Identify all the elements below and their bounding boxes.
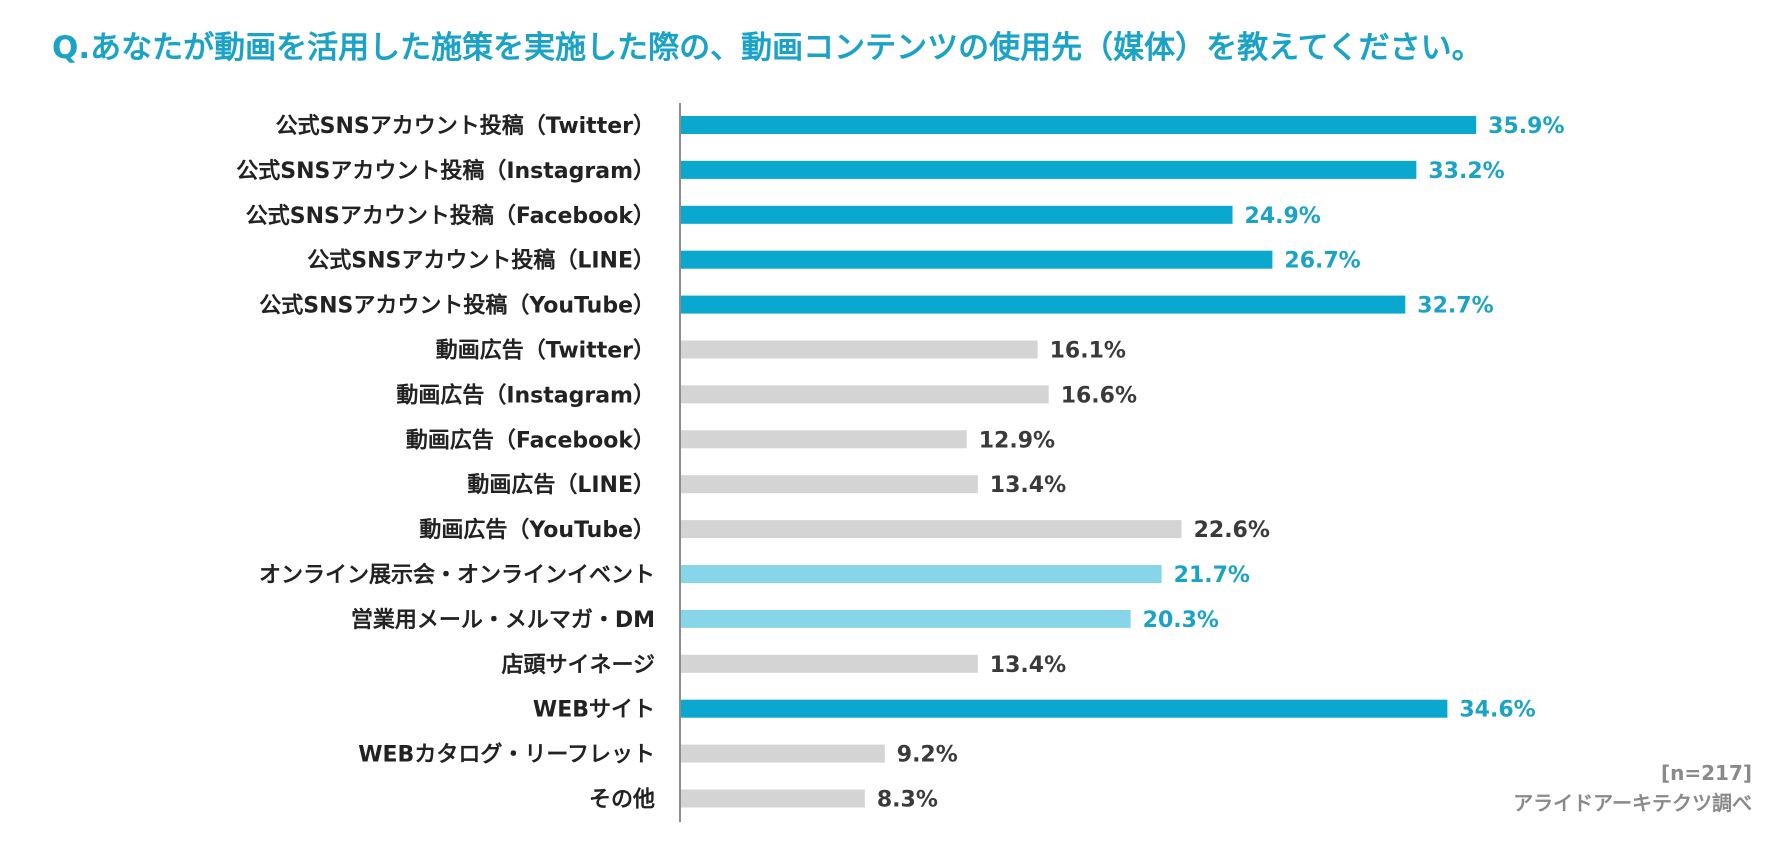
bar-group: 公式SNSアカウント投稿（Twitter） 35.9% 公式SNSアカウント投稿（I… [236, 113, 1564, 813]
bar [681, 116, 1477, 134]
category-label: 動画広告（LINE） [467, 472, 655, 498]
bar [681, 160, 1417, 179]
value-label: 8.3% [877, 788, 938, 813]
value-label: 16.1% [1050, 339, 1126, 364]
bar [681, 295, 1406, 314]
value-label: 35.9% [1488, 114, 1564, 139]
value-label: 20.3% [1143, 608, 1219, 633]
category-label: 公式SNSアカウント投稿（YouTube） [259, 293, 655, 319]
bar [681, 340, 1038, 359]
bar [681, 789, 865, 808]
chart-title: Q.あなたが動画を活用した施策を実施した際の、動画コンテンツの使用先（媒体）を教… [52, 30, 1483, 66]
value-label: 21.7% [1174, 563, 1250, 588]
bar [681, 205, 1233, 224]
value-label: 33.2% [1428, 159, 1504, 184]
value-label: 9.2% [897, 743, 958, 768]
source-note: アライドアーキテクツ調べ [1513, 791, 1752, 815]
bar [681, 609, 1131, 628]
category-label: 動画広告（Instagram） [396, 382, 655, 408]
category-label: 公式SNSアカウント投稿（Facebook） [246, 203, 655, 229]
bar [681, 744, 885, 763]
category-label: その他 [589, 788, 655, 813]
category-label: WEBサイト [533, 698, 655, 723]
category-label: 動画広告（YouTube） [419, 517, 655, 543]
bar [681, 385, 1049, 404]
bar [681, 520, 1182, 539]
footnote: [n=217] アライドアーキテクツ調べ [1513, 758, 1752, 818]
value-label: 13.4% [990, 473, 1066, 498]
category-label: 公式SNSアカウント投稿（Twitter） [276, 113, 655, 139]
category-label: 営業用メール・メルマガ・DM [351, 607, 655, 633]
category-label: 店頭サイネージ [501, 653, 655, 678]
value-label: 34.6% [1459, 698, 1535, 723]
value-label: 13.4% [990, 653, 1066, 678]
bar [681, 699, 1448, 718]
category-label: 動画広告（Twitter） [436, 338, 655, 364]
value-label: 16.6% [1061, 383, 1137, 408]
value-label: 24.9% [1245, 204, 1321, 229]
bar [681, 654, 978, 673]
category-label: 公式SNSアカウント投稿（LINE） [307, 248, 655, 274]
category-label: WEBカタログ・リーフレット [358, 742, 655, 768]
value-label: 26.7% [1284, 249, 1360, 274]
sample-size: [n=217] [1660, 761, 1752, 785]
bar [681, 565, 1162, 583]
value-label: 32.7% [1417, 294, 1493, 319]
category-label: 動画広告（Facebook） [406, 427, 655, 453]
value-label: 12.9% [979, 428, 1055, 453]
category-label: 公式SNSアカウント投稿（Instagram） [236, 158, 655, 184]
bar [681, 430, 967, 449]
category-label: オンライン展示会・オンラインイベント [259, 562, 655, 588]
value-label: 22.6% [1194, 518, 1270, 543]
bar [681, 475, 978, 494]
bar [681, 250, 1273, 269]
